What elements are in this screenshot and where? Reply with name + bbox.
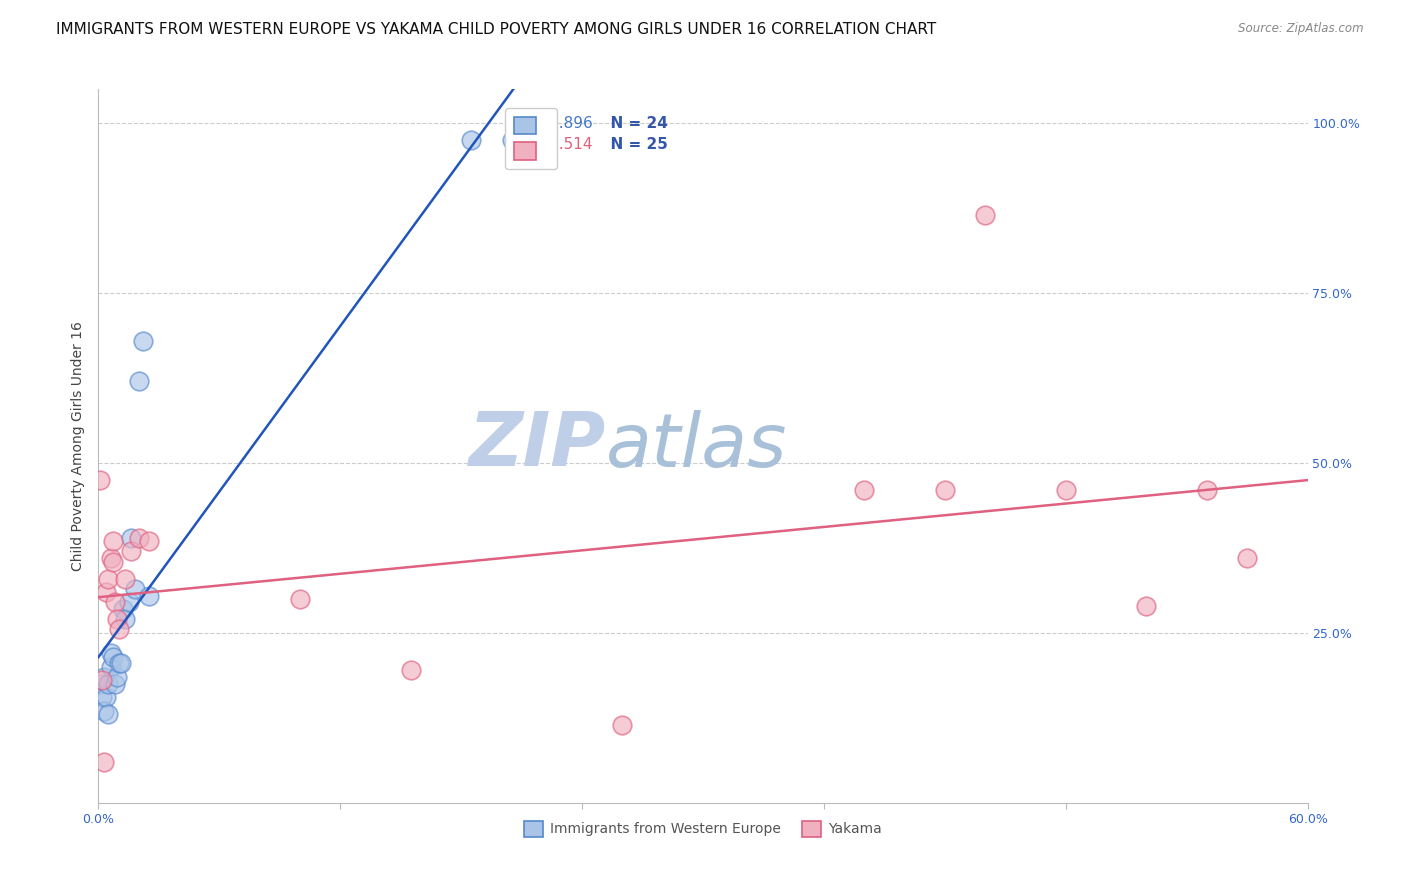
Text: Source: ZipAtlas.com: Source: ZipAtlas.com	[1239, 22, 1364, 36]
Point	[93, 755, 115, 769]
Text: N = 24: N = 24	[600, 116, 668, 130]
Text: N = 25: N = 25	[600, 137, 668, 152]
Point	[128, 375, 150, 389]
Point	[120, 544, 142, 558]
Point	[93, 670, 115, 684]
Point	[91, 690, 114, 705]
Text: atlas: atlas	[606, 410, 787, 482]
Point	[100, 646, 122, 660]
Text: ZIP: ZIP	[470, 409, 606, 483]
Point	[96, 690, 118, 705]
Point	[100, 551, 122, 566]
Text: R = 0.896: R = 0.896	[516, 116, 592, 130]
Point	[89, 677, 111, 691]
Point	[853, 483, 876, 498]
Point	[93, 704, 115, 718]
Point	[612, 717, 634, 731]
Point	[1236, 551, 1258, 566]
Point	[974, 208, 997, 222]
Point	[1135, 599, 1157, 613]
Point	[96, 585, 118, 599]
Point	[460, 133, 482, 147]
Point	[97, 707, 120, 722]
Point	[100, 660, 122, 674]
Point	[107, 623, 129, 637]
Point	[97, 677, 120, 691]
Text: IMMIGRANTS FROM WESTERN EUROPE VS YAKAMA CHILD POVERTY AMONG GIRLS UNDER 16 CORR: IMMIGRANTS FROM WESTERN EUROPE VS YAKAMA…	[56, 22, 936, 37]
Point	[89, 473, 111, 487]
Legend: Immigrants from Western Europe, Yakama: Immigrants from Western Europe, Yakama	[519, 815, 887, 842]
Point	[97, 572, 120, 586]
Point	[101, 534, 124, 549]
Point	[105, 670, 128, 684]
Point	[111, 602, 134, 616]
Point	[132, 334, 155, 348]
Point	[103, 677, 125, 691]
Point	[399, 663, 422, 677]
Point	[138, 589, 160, 603]
Point	[288, 591, 311, 606]
Point	[138, 534, 160, 549]
Point	[107, 657, 129, 671]
Point	[103, 595, 125, 609]
Point	[101, 555, 124, 569]
Point	[101, 649, 124, 664]
Y-axis label: Child Poverty Among Girls Under 16: Child Poverty Among Girls Under 16	[72, 321, 86, 571]
Point	[114, 572, 136, 586]
Point	[114, 612, 136, 626]
Point	[105, 612, 128, 626]
Point	[91, 673, 114, 688]
Point	[124, 582, 146, 596]
Point	[118, 595, 141, 609]
Text: R = 0.514: R = 0.514	[516, 137, 592, 152]
Point	[128, 531, 150, 545]
Point	[120, 531, 142, 545]
Point	[501, 133, 523, 147]
Point	[110, 657, 132, 671]
Point	[1054, 483, 1077, 498]
Point	[1195, 483, 1218, 498]
Point	[934, 483, 956, 498]
